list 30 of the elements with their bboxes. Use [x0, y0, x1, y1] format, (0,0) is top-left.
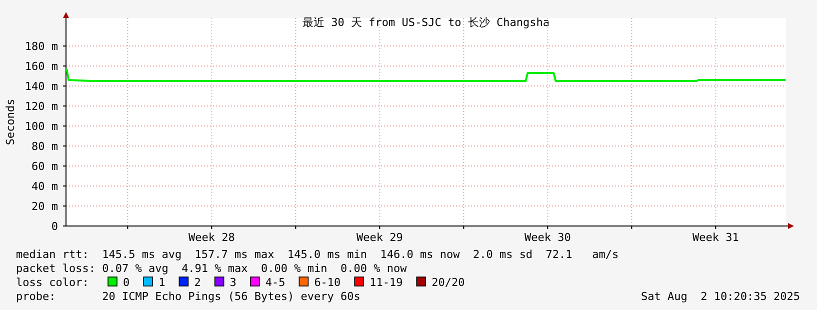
legend-title: loss color:: [16, 276, 89, 289]
legend-label: 1: [158, 276, 166, 289]
legend-label: 6-10: [314, 276, 341, 289]
text: median rtt: 145.5 ms avg 157.7 ms max 145.0 ms min 146.0 ms now 2.0 ms sd 72.1 am/s: [16, 248, 619, 261]
text: Sat Aug 2 10:20:35 2025: [641, 290, 800, 303]
chart-title: 最近 30 天 from US-SJC to 长沙 Changsha: [302, 16, 550, 29]
y-tick-label: 120 m: [24, 100, 58, 113]
y-tick-label: 160 m: [24, 60, 58, 73]
y-tick-label: 180 m: [24, 40, 58, 53]
legend-label: 20/20: [432, 276, 465, 289]
y-axis-title: Seconds: [4, 98, 17, 146]
text: packet loss: 0.07 % avg 4.91 % max 0.00 % min 0.00 % now: [16, 262, 408, 275]
y-tick-label: 80 m: [32, 140, 58, 153]
x-tick-label: Week 30: [524, 231, 571, 244]
line-series: [66, 68, 787, 82]
legend-label: 4-5: [265, 276, 286, 289]
y-tick-label: 60 m: [32, 160, 58, 173]
text: probe: 20 ICMP Echo Pings (56 Bytes) every 60s: [16, 290, 360, 303]
y-tick-label: 40 m: [32, 180, 58, 193]
x-tick-label: Week 31: [692, 231, 739, 244]
y-tick-label: 20 m: [32, 200, 58, 213]
y-tick-label: 100 m: [24, 120, 58, 133]
x-tick-label: Week 29: [356, 231, 403, 244]
legend-label: 3: [230, 276, 236, 289]
x-tick-label: Week 28: [188, 231, 235, 244]
legend-label: 0: [123, 276, 130, 289]
y-tick-label: 0: [51, 220, 58, 233]
legend-label: 11-19: [370, 276, 403, 289]
legend-label: 2: [194, 276, 201, 289]
y-tick-label: 140 m: [24, 80, 58, 93]
